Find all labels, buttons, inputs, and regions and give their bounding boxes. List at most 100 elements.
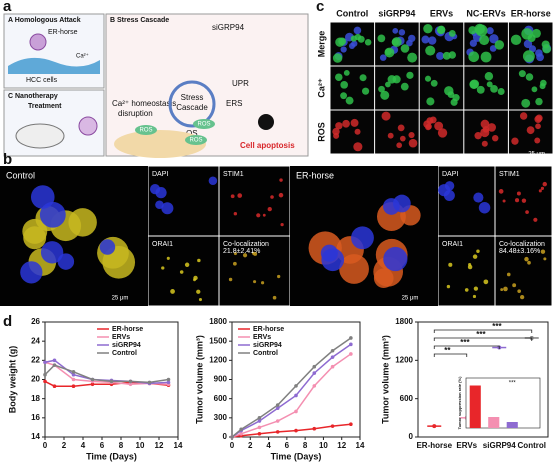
column-label: ERVs xyxy=(430,8,453,18)
cell xyxy=(468,26,477,35)
cell xyxy=(478,201,491,214)
cell xyxy=(430,79,438,87)
text: Cell apoptosis xyxy=(240,141,295,150)
cell xyxy=(525,73,534,81)
micrograph xyxy=(464,66,508,110)
cell xyxy=(378,85,385,93)
cell xyxy=(448,29,456,37)
x-tick-label: Control xyxy=(518,441,546,450)
point xyxy=(257,419,262,423)
cell xyxy=(472,294,477,299)
cell xyxy=(476,249,480,253)
cell xyxy=(351,226,374,250)
point xyxy=(90,382,95,387)
cell xyxy=(400,82,409,91)
text: Stress xyxy=(181,93,204,102)
micrograph xyxy=(508,66,553,110)
cell xyxy=(342,119,350,128)
cell xyxy=(392,75,401,84)
cell xyxy=(253,280,257,284)
cell xyxy=(526,126,535,135)
legend-label: Control xyxy=(112,350,137,357)
cell xyxy=(399,135,406,142)
y-tick-label: 600 xyxy=(400,394,414,403)
cell xyxy=(361,87,370,95)
cycle xyxy=(168,80,216,128)
point xyxy=(128,379,133,384)
point xyxy=(330,348,335,353)
line xyxy=(231,423,351,438)
cell xyxy=(522,50,535,63)
y-axis-label: Tumor volume (mm³) xyxy=(194,335,204,424)
legend-label: ERVs xyxy=(112,334,130,341)
cell xyxy=(196,289,201,294)
bracket xyxy=(433,329,533,333)
point xyxy=(349,422,353,427)
cell xyxy=(408,34,416,43)
cell xyxy=(351,40,358,47)
point xyxy=(294,393,298,398)
cell xyxy=(260,281,265,285)
cell xyxy=(170,289,175,294)
cell xyxy=(476,85,485,94)
cell xyxy=(523,39,533,49)
icon xyxy=(29,33,47,51)
y-tick-label: 0 xyxy=(409,432,414,441)
point xyxy=(275,430,280,434)
cell xyxy=(379,54,387,61)
cell xyxy=(39,201,66,228)
point xyxy=(52,384,57,389)
point xyxy=(166,377,171,382)
icon xyxy=(15,123,65,149)
point xyxy=(330,355,335,359)
coloc-value: 21.8±2.41% xyxy=(223,248,260,255)
cell xyxy=(428,36,437,45)
cell xyxy=(517,289,521,293)
cell xyxy=(474,23,485,35)
cell xyxy=(193,278,196,282)
cell xyxy=(425,45,436,56)
channel-label: DAPI xyxy=(442,171,458,178)
cell xyxy=(340,92,348,100)
x-tick-label: 10 xyxy=(136,441,145,450)
x-tick-label: 6 xyxy=(285,441,290,450)
text: Cascade xyxy=(176,103,208,112)
cell xyxy=(267,206,272,212)
cell xyxy=(540,249,546,254)
cell xyxy=(339,254,369,284)
icon xyxy=(78,116,98,136)
cell xyxy=(542,181,547,187)
channel-label: ORAI1 xyxy=(442,241,463,248)
column-label: NC-ERVs xyxy=(466,8,505,18)
point xyxy=(312,371,317,375)
cell xyxy=(40,241,64,264)
point xyxy=(349,352,353,356)
cell xyxy=(479,35,490,46)
text: ROS xyxy=(139,128,152,134)
cell xyxy=(99,239,116,255)
cell xyxy=(489,34,499,44)
cell xyxy=(527,260,531,265)
point xyxy=(312,364,317,369)
point xyxy=(166,380,171,385)
cell xyxy=(279,178,283,182)
y-tick-label: 1800 xyxy=(209,317,227,326)
micrograph xyxy=(219,166,290,236)
cell xyxy=(473,286,479,291)
text: Ca²⁺ xyxy=(76,53,89,60)
y-tick-label: 1500 xyxy=(209,336,227,345)
cell xyxy=(535,49,543,57)
cell xyxy=(437,128,448,138)
point xyxy=(147,380,152,385)
text: A Homologous Attack xyxy=(8,17,81,24)
cell xyxy=(277,274,281,279)
channel-label: DAPI xyxy=(152,171,168,178)
cell xyxy=(335,73,343,81)
annotation: *** xyxy=(460,338,470,347)
cell xyxy=(524,256,529,262)
x-tick-label: 8 xyxy=(303,441,308,450)
cell xyxy=(498,189,504,194)
x-tick-label: 4 xyxy=(81,441,86,450)
cell xyxy=(350,35,357,42)
cell xyxy=(68,208,97,237)
